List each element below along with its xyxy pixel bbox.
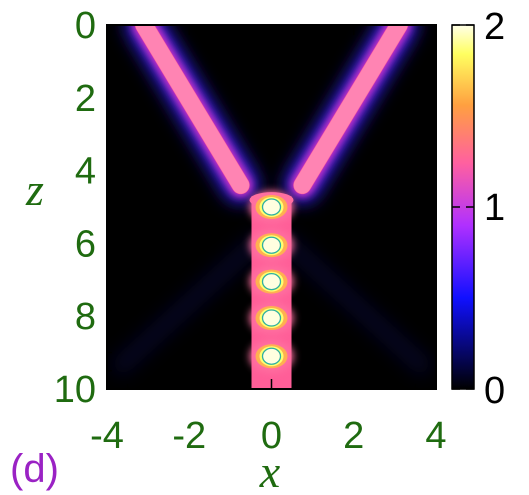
incoming-beam [127,25,258,203]
y-tick-label: 8 [75,296,96,338]
y-tick-label: 6 [75,223,96,265]
merged-beam [240,192,303,389]
colorbar-ticks: 0 1 2 [452,6,505,412]
x-tick-label: 0 [261,415,282,457]
y-axis-title: z [25,164,44,215]
panel-label: (d) [10,447,59,491]
x-tick-label: -2 [172,415,206,457]
colorbar-tick-label: 1 [484,187,505,229]
ticks-layer: -4 -2 0 2 4 0 2 4 6 8 10 [54,5,447,457]
x-tick-label: -4 [90,415,124,457]
intensity-peaks [249,191,294,373]
incoming-beam [285,25,416,203]
heatmap-content [108,25,435,389]
x-tick-label: 4 [425,415,446,457]
y-tick-label: 4 [75,151,96,193]
x-axis-title: x [259,446,281,495]
intensity-peak [249,302,294,335]
intensity-peak [249,191,294,223]
y-tick-label: 0 [75,5,96,47]
colorbar-tick-label: 2 [484,6,505,48]
intensity-peak [249,265,294,298]
y-tick-label: 10 [54,369,96,411]
y-tick-label: 2 [75,78,96,120]
intensity-peak [249,229,294,262]
x-tick-label: 2 [343,415,364,457]
colorbar-tick-label: 0 [484,370,505,412]
beams-layer [108,25,435,389]
intensity-peak [249,340,294,373]
